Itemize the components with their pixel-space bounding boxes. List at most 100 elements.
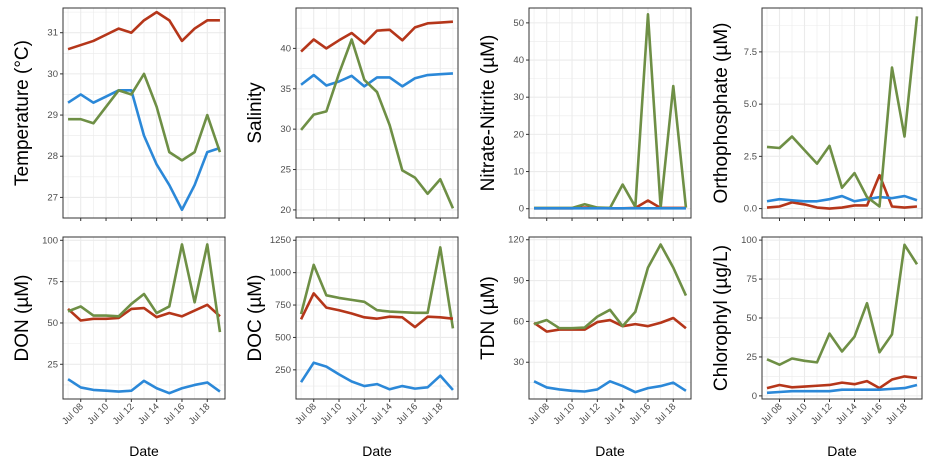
series-line-2 [766,375,918,390]
y-tick-label: 30 [47,69,58,80]
x-tick-label: Jul 18 [653,401,679,427]
y-tick-label: 40 [513,55,524,66]
y-tick-label: 90 [513,276,524,287]
x-tick-label: Jul 14 [136,401,162,427]
series-line-2 [300,72,454,88]
series-line-1 [299,246,455,329]
x-axis-title: Date [362,443,392,459]
x-tick-label: Jul 12 [577,401,603,427]
series-line-3 [299,361,454,391]
x-tick-label: Jul 16 [161,401,187,427]
series-line-3 [766,16,919,208]
series-line-3 [533,379,687,394]
x-axis-title: Date [129,443,159,459]
panel-border [528,236,692,400]
y-tick-label: 500 [275,332,291,343]
x-tick-label: Jul 18 [187,401,213,427]
y-tick-label: 30 [513,92,524,103]
x-tick-label: Jul 12 [344,401,370,427]
x-tick-label: Jul 16 [859,401,885,427]
series-line-3 [68,72,222,162]
y-axis-title: Temperature (°C) [12,40,33,186]
x-axis-title: Date [827,443,857,459]
y-axis-title: Chlorophyl (µg/L) [711,245,732,391]
panel-border [62,7,226,219]
y-tick-label: 20 [513,129,524,140]
panel-4: 0.0 2.5 5.0 7.5 Orthophosphate (µM) [711,7,923,221]
y-tick-label: 29 [47,110,58,121]
series-line-2 [766,194,918,203]
series-line-1 [300,20,454,53]
y-axis-title: Nitrate-Nitrite (µM) [478,35,499,192]
panel-2: 20 25 30 35 40 Salinity [245,7,459,221]
x-tick-label: Jul 08 [526,401,552,427]
series-line-2 [67,243,222,333]
x-tick-label: Jul 12 [111,401,137,427]
series-line-1 [766,173,918,210]
series-line-1 [533,316,687,333]
x-tick-label: Jul 10 [551,401,577,427]
panel-border [295,236,459,400]
y-tick-label: 20 [280,205,291,216]
series-line-3 [67,378,221,395]
series-line-3 [300,38,455,209]
x-tick-label: Jul 08 [293,401,319,427]
y-tick-label: 0 [752,391,757,402]
y-tick-label: 7.5 [744,47,757,58]
y-tick-label: 100 [741,235,757,246]
y-tick-label: 75 [746,274,757,285]
x-tick-label: Jul 12 [809,401,835,427]
y-axis-title: Orthophosphate (µM) [711,23,732,204]
x-tick-label: Jul 10 [85,401,111,427]
panel-7: 30 60 90 120 TDN (µM) Jul 08 Jul 10 Jul 12 Jul 1… [478,235,692,459]
series-line-1 [766,243,919,367]
x-tick-label: Jul 18 [884,401,910,427]
y-tick-label: 60 [513,316,524,327]
panel-border [295,7,459,219]
y-tick-label: 25 [280,165,291,176]
x-tick-label: Jul 10 [318,401,344,427]
series-line-1 [67,303,221,322]
x-tick-label: Jul 08 [759,401,785,427]
y-tick-label: 120 [508,235,524,246]
y-axis-title: DON (µM) [12,275,33,362]
y-tick-label: 35 [280,84,291,95]
x-tick-label: Jul 16 [394,401,420,427]
x-tick-label: Jul 18 [420,401,446,427]
panel-border [761,7,923,219]
y-tick-label: 50 [47,318,58,329]
y-tick-label: 2.5 [744,151,757,162]
y-tick-label: 30 [513,357,524,368]
y-tick-label: 75 [47,277,58,288]
y-tick-label: 25 [47,359,58,370]
y-tick-label: 31 [47,28,58,39]
y-tick-label: 50 [746,313,757,324]
series-line-2 [533,243,688,330]
x-axis-title: Date [595,443,625,459]
y-axis-title: TDN (µM) [478,276,499,360]
y-tick-label: 50 [513,18,524,29]
x-tick-label: Jul 14 [369,401,395,427]
y-axis-title: DOC (µM) [245,275,266,362]
series-line-1 [67,10,220,51]
y-tick-label: 100 [42,235,58,246]
y-tick-label: 5.0 [744,99,757,110]
y-tick-label: 250 [275,365,291,376]
panel-1: 27 28 29 30 31 Temperature (°C) [12,7,226,221]
y-tick-label: 1000 [270,268,291,279]
y-tick-label: 30 [280,124,291,135]
y-tick-label: 0.0 [744,204,757,215]
panel-3: 0 10 20 30 40 50 Nitrate-Nitrite (µM) [478,7,692,221]
y-axis-title: Salinity [245,82,266,144]
panel-border [62,236,226,400]
series-line-2 [67,89,221,212]
y-tick-label: 1250 [270,235,291,246]
y-tick-label: 0 [519,204,524,215]
x-tick-label: Jul 16 [627,401,653,427]
x-tick-label: Jul 10 [784,401,810,427]
y-tick-label: 40 [280,43,291,54]
